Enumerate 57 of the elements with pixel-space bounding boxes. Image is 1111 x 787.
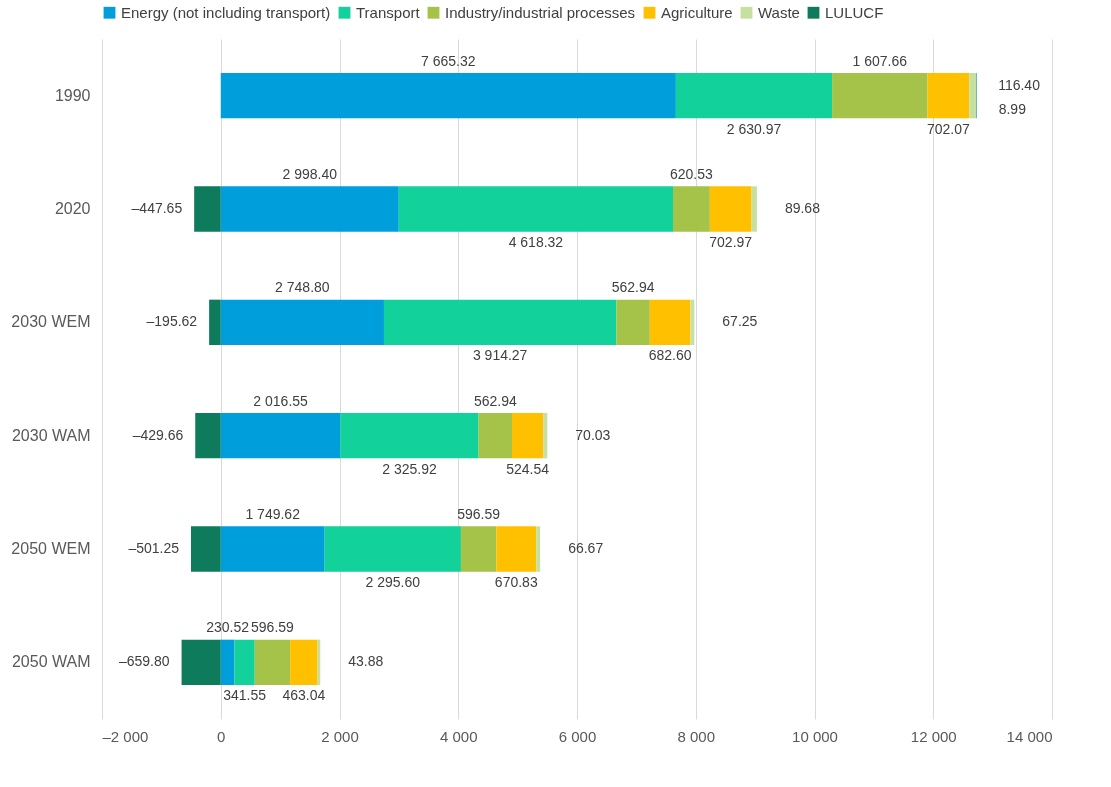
data-label: –195.62 bbox=[146, 313, 198, 330]
data-label: 2 295.60 bbox=[365, 574, 421, 590]
data-label: 66.67 bbox=[568, 540, 604, 556]
data-label: 702.07 bbox=[926, 120, 971, 137]
data-label: 8.99 bbox=[998, 100, 1027, 117]
legend-label: Transport bbox=[356, 3, 421, 21]
data-label: 596.59 bbox=[251, 619, 295, 636]
data-label: 7 665.32 bbox=[421, 52, 476, 69]
x-tick-label: 10 000 bbox=[792, 727, 838, 745]
data-label: –429.66 bbox=[132, 426, 184, 443]
data-label: 702.97 bbox=[709, 234, 753, 250]
data-label: 4 618.32 bbox=[508, 234, 564, 250]
data-label: 620.53 bbox=[670, 166, 714, 182]
data-label: 341.55 bbox=[223, 687, 267, 704]
data-label: 670.83 bbox=[494, 574, 538, 590]
data-label: 70.03 bbox=[575, 426, 611, 443]
data-label: 2 325.92 bbox=[382, 460, 437, 477]
data-label: 524.54 bbox=[506, 460, 550, 477]
data-label: 43.88 bbox=[348, 653, 384, 670]
data-label: 562.94 bbox=[473, 392, 517, 409]
legend-label: Energy (not including transport) bbox=[121, 3, 331, 21]
x-tick-label: 0 bbox=[217, 727, 226, 745]
data-label: 682.60 bbox=[648, 347, 692, 364]
y-tick-label: 2030 WAM bbox=[11, 426, 91, 444]
data-label: 2 630.97 bbox=[726, 120, 782, 137]
data-label: 67.25 bbox=[722, 313, 758, 330]
y-tick-label: 1990 bbox=[54, 86, 91, 104]
y-tick-label: 2050 WAM bbox=[11, 653, 91, 671]
legend-label: LULUCF bbox=[825, 3, 884, 21]
data-label: 562.94 bbox=[611, 279, 655, 296]
legend-label: Agriculture bbox=[661, 3, 733, 21]
data-label: 89.68 bbox=[784, 200, 821, 216]
y-tick-label: 2020 bbox=[54, 200, 91, 217]
data-label: 2 998.40 bbox=[282, 166, 338, 182]
data-label: 1 749.62 bbox=[245, 506, 301, 522]
x-tick-label: 4 000 bbox=[439, 727, 478, 745]
x-tick-label: 6 000 bbox=[558, 727, 597, 745]
legend-label: Industry/industrial processes bbox=[445, 3, 636, 21]
data-label: 596.59 bbox=[457, 506, 501, 522]
x-tick-label: –2 000 bbox=[102, 727, 149, 745]
data-label: –447.65 bbox=[131, 200, 183, 216]
x-tick-label: 8 000 bbox=[677, 727, 716, 745]
data-label: 463.04 bbox=[282, 687, 326, 704]
data-label: 3 914.27 bbox=[472, 347, 528, 364]
x-tick-label: 12 000 bbox=[910, 727, 957, 745]
data-label: 2 748.80 bbox=[275, 279, 330, 296]
y-tick-label: 2050 WEM bbox=[11, 540, 91, 557]
legend-label: Waste bbox=[758, 3, 800, 21]
x-tick-label: 2 000 bbox=[321, 727, 359, 745]
data-label: –659.80 bbox=[118, 653, 170, 670]
data-label: 1 607.66 bbox=[852, 52, 908, 69]
data-label: –501.25 bbox=[128, 540, 180, 556]
data-label: 2 016.55 bbox=[253, 392, 309, 409]
data-label: 230.52 bbox=[206, 619, 250, 636]
data-label: 116.40 bbox=[998, 76, 1041, 93]
y-tick-label: 2030 WEM bbox=[11, 313, 91, 331]
x-tick-label: 14 000 bbox=[1006, 727, 1053, 745]
